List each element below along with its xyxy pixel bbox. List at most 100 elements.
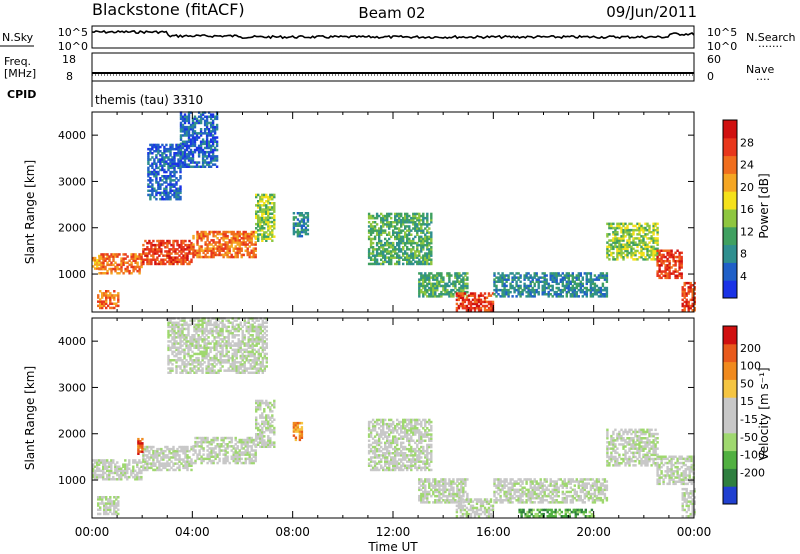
power-cell bbox=[687, 286, 690, 289]
power-cell bbox=[169, 160, 172, 163]
power-cell bbox=[458, 290, 461, 294]
power-cell bbox=[165, 195, 168, 199]
power-cell bbox=[537, 284, 540, 288]
velocity-cell bbox=[240, 453, 243, 456]
power-cell bbox=[551, 284, 554, 288]
power-cell bbox=[467, 298, 471, 302]
power-cell bbox=[398, 237, 401, 241]
power-cell bbox=[638, 256, 641, 259]
power-cell bbox=[138, 253, 141, 256]
power-cell bbox=[683, 290, 686, 293]
power-cell bbox=[587, 280, 590, 283]
velocity-cell bbox=[174, 452, 177, 455]
velocity-cell bbox=[186, 449, 189, 453]
power-cell bbox=[541, 280, 544, 283]
power-cell bbox=[687, 290, 690, 293]
power-cell bbox=[179, 159, 183, 162]
power-cell bbox=[210, 243, 213, 246]
power-cell bbox=[601, 274, 605, 277]
power-cell bbox=[160, 250, 163, 253]
power-cell bbox=[511, 295, 514, 298]
power-cell bbox=[175, 162, 178, 165]
power-cell bbox=[642, 247, 645, 251]
velocity-cell bbox=[384, 460, 387, 463]
power-cell bbox=[265, 193, 268, 197]
velocity-cell bbox=[428, 480, 431, 483]
power-cell bbox=[396, 237, 399, 241]
power-cell bbox=[656, 222, 659, 226]
power-cell bbox=[396, 252, 399, 255]
power-cell bbox=[265, 218, 268, 222]
power-cell bbox=[183, 148, 187, 152]
velocity-cell bbox=[442, 494, 445, 498]
velocity-cell bbox=[269, 428, 272, 432]
power-cell bbox=[390, 241, 393, 245]
power-cell bbox=[257, 204, 260, 207]
power-cell bbox=[255, 212, 258, 215]
velocity-cell bbox=[434, 484, 437, 487]
power-cell bbox=[209, 138, 213, 141]
velocity-cell bbox=[386, 460, 389, 463]
velocity-cell bbox=[118, 478, 121, 481]
power-cell bbox=[589, 290, 593, 294]
power-cell bbox=[553, 293, 556, 296]
power-cell bbox=[226, 243, 229, 246]
velocity-cell bbox=[164, 456, 167, 459]
velocity-cell bbox=[400, 420, 403, 424]
velocity-cell bbox=[238, 457, 241, 461]
power-cell bbox=[394, 216, 397, 220]
power-cell bbox=[454, 272, 457, 275]
velocity-cell bbox=[176, 466, 179, 470]
power-cell bbox=[685, 281, 688, 285]
power-cell bbox=[593, 284, 597, 288]
power-cell bbox=[642, 253, 645, 257]
power-cell bbox=[398, 243, 401, 247]
velocity-cell bbox=[406, 447, 409, 451]
power-cell bbox=[458, 274, 461, 277]
power-cell bbox=[426, 252, 429, 255]
velocity-cell bbox=[418, 418, 421, 422]
power-cell bbox=[378, 248, 381, 251]
power-cell bbox=[128, 272, 131, 275]
velocity-cell bbox=[271, 414, 274, 417]
power-cell bbox=[646, 228, 649, 232]
power-cell bbox=[626, 243, 629, 246]
power-cell bbox=[292, 226, 296, 230]
power-cell bbox=[410, 241, 413, 245]
velocity-cell bbox=[444, 482, 447, 485]
power-cell bbox=[140, 257, 143, 260]
power-cell bbox=[211, 130, 215, 133]
power-cell bbox=[211, 155, 215, 158]
velocity-cell bbox=[255, 424, 258, 428]
power-cell bbox=[624, 231, 627, 234]
velocity-cell bbox=[430, 494, 433, 498]
velocity-cell bbox=[200, 443, 203, 446]
power-cell bbox=[203, 132, 207, 135]
velocity-cell bbox=[136, 473, 139, 477]
power-cell bbox=[668, 266, 671, 269]
power-cell bbox=[440, 276, 443, 279]
velocity-cell bbox=[271, 441, 274, 444]
power-colorbar-tick-label: 24 bbox=[740, 159, 754, 172]
velocity-cell bbox=[430, 454, 433, 457]
velocity-cell bbox=[184, 452, 187, 455]
velocity-cell bbox=[367, 422, 371, 426]
power-cell bbox=[640, 247, 643, 251]
velocity-cell bbox=[137, 437, 140, 441]
power-cell bbox=[100, 261, 103, 264]
power-cell bbox=[382, 246, 385, 249]
power-cell bbox=[103, 300, 106, 303]
power-cell bbox=[180, 243, 183, 247]
power-cell bbox=[375, 260, 379, 264]
power-cell bbox=[191, 144, 195, 148]
power-cell bbox=[173, 179, 176, 182]
velocity-cell bbox=[96, 473, 99, 477]
velocity-cell bbox=[382, 418, 385, 422]
velocity-cell bbox=[113, 496, 116, 499]
power-cell bbox=[271, 208, 274, 211]
power-cell bbox=[173, 156, 176, 159]
power-cell bbox=[267, 212, 270, 215]
power-cell bbox=[375, 243, 379, 247]
velocity-cell bbox=[398, 468, 401, 472]
power-cell bbox=[146, 258, 149, 261]
